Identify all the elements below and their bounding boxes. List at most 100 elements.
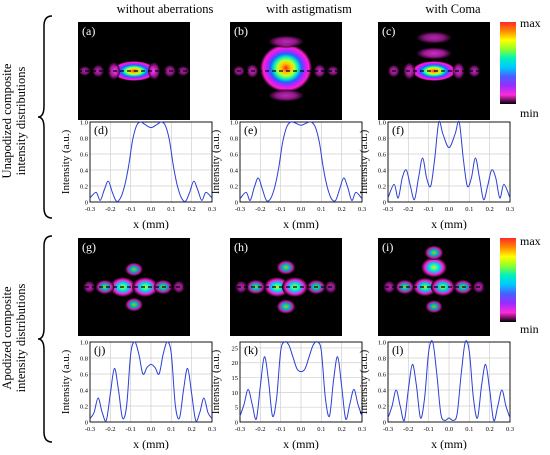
intensity-lobe bbox=[383, 280, 396, 294]
top-row-brace bbox=[37, 15, 53, 219]
x-tick-label: 0.3 bbox=[208, 426, 216, 433]
y-tick-label: 0.2 bbox=[230, 184, 238, 191]
x-tick-label: -0.2 bbox=[403, 206, 413, 213]
y-axis-label: Intensity (a.u.) bbox=[60, 349, 72, 414]
intensity-lobe bbox=[268, 35, 304, 48]
colorbar-top-min-label: min bbox=[520, 106, 539, 120]
x-tick-label: 0.3 bbox=[506, 206, 514, 213]
plot-frame bbox=[387, 341, 511, 423]
intensity-curve bbox=[239, 121, 363, 202]
y-tick-label: 0.2 bbox=[80, 184, 88, 191]
y-tick-label: 0.4 bbox=[378, 388, 387, 395]
y-tick-label: 0.8 bbox=[378, 356, 386, 363]
intensity-lobe bbox=[395, 279, 415, 295]
intensity-panel-i: (i) bbox=[378, 238, 490, 336]
y-tick-label: 0.6 bbox=[80, 372, 89, 379]
panel-tag: (j) bbox=[94, 343, 105, 357]
colorbar-top-max-label: max bbox=[520, 16, 541, 30]
intensity-lobe bbox=[78, 66, 91, 76]
intensity-panel-c: (c) bbox=[378, 22, 490, 120]
row-label-unapodized-line2: intensity distributions bbox=[14, 66, 28, 176]
intensity-lobe bbox=[416, 31, 452, 44]
y-tick-label: 10 bbox=[232, 390, 239, 397]
y-axis-label: Intensity (a.u.) bbox=[358, 349, 370, 414]
y-tick-label: 1.0 bbox=[230, 120, 238, 127]
intensity-panel-g: (g) bbox=[78, 238, 190, 336]
panel-tag: (i) bbox=[382, 240, 393, 254]
intensity-lobe bbox=[148, 61, 161, 81]
plot-frame bbox=[239, 121, 363, 203]
x-tick-label: -0.2 bbox=[105, 426, 115, 433]
x-tick-label: 0.1 bbox=[317, 206, 325, 213]
y-tick-label: 20 bbox=[232, 360, 239, 367]
plot-frame bbox=[387, 121, 511, 203]
y-tick-label: 0.4 bbox=[80, 388, 89, 395]
y-tick-label: 1.0 bbox=[378, 120, 386, 127]
x-tick-label: 0.1 bbox=[465, 206, 473, 213]
y-tick-label: 25 bbox=[232, 345, 239, 352]
panel-tag: (h) bbox=[234, 240, 248, 254]
y-tick-label: 1.0 bbox=[80, 340, 88, 347]
colorbar-bottom bbox=[500, 238, 516, 322]
panel-tag: (d) bbox=[94, 123, 108, 137]
y-tick-label: 5 bbox=[235, 405, 238, 412]
x-axis-label: x (mm) bbox=[133, 437, 169, 450]
intensity-lobe bbox=[424, 245, 444, 260]
x-tick-label: -0.1 bbox=[126, 426, 136, 433]
x-tick-label: 0.1 bbox=[317, 426, 325, 433]
intensity-lobe bbox=[268, 89, 304, 102]
intensity-lobe bbox=[313, 64, 326, 78]
line-plot-k: -0.3 -0.2 -0.1 0.0 0.1 0.2 0.3 0 5 10 15 20 25 x (mm)… bbox=[210, 341, 366, 450]
bottom-row-brace bbox=[37, 235, 53, 443]
x-tick-label: 0.3 bbox=[506, 426, 514, 433]
intensity-lobe bbox=[425, 300, 443, 314]
intensity-lobe bbox=[92, 64, 105, 78]
y-axis-label: Intensity (a.u.) bbox=[60, 129, 72, 194]
x-tick-label: -0.1 bbox=[424, 206, 434, 213]
x-tick-label: -0.3 bbox=[383, 206, 393, 213]
row-label-apodized-line1: Apodized composite bbox=[0, 286, 14, 390]
intensity-curve bbox=[239, 341, 363, 420]
intensity-lobe bbox=[327, 65, 340, 77]
x-tick-label: 0.3 bbox=[358, 426, 366, 433]
y-tick-label: 0 bbox=[85, 200, 88, 207]
x-tick-label: -0.1 bbox=[424, 426, 434, 433]
row-label-unapodized-line1: Unapodized composite bbox=[0, 63, 14, 179]
y-axis-label: Intensity (a.u.) bbox=[210, 349, 222, 414]
intensity-lobe bbox=[125, 297, 143, 312]
y-tick-label: 0 bbox=[383, 420, 386, 427]
line-plot-e: -0.3 -0.2 -0.1 0.0 0.1 0.2 0.3 0 0.2 0.4 0.6 0.8 1.0… bbox=[210, 120, 366, 231]
y-tick-label: 0.4 bbox=[230, 168, 239, 175]
y-tick-label: 0.4 bbox=[80, 168, 89, 175]
y-tick-label: 0.6 bbox=[378, 372, 387, 379]
y-axis-label: Intensity (a.u.) bbox=[358, 129, 370, 194]
intensity-lobe bbox=[468, 64, 481, 78]
y-tick-label: 0 bbox=[235, 420, 238, 427]
row-label-unapodized: Unapodized composite intensity distribut… bbox=[0, 26, 28, 216]
row-label-apodized: Apodized composite intensity distributio… bbox=[0, 243, 28, 433]
x-tick-label: 0.2 bbox=[188, 426, 196, 433]
line-plot-d: -0.3 -0.2 -0.1 0.0 0.1 0.2 0.3 0 0.2 0.4 0.6 0.8 1.0… bbox=[60, 120, 216, 231]
intensity-lobe bbox=[421, 257, 447, 278]
x-tick-label: -0.3 bbox=[235, 206, 245, 213]
colorbar-top bbox=[500, 22, 516, 104]
colorbar-bottom-max-label: max bbox=[520, 234, 541, 248]
x-tick-label: 0.1 bbox=[465, 426, 473, 433]
x-tick-label: 0.3 bbox=[208, 206, 216, 213]
intensity-lobe bbox=[95, 279, 115, 295]
x-tick-label: 0.2 bbox=[338, 426, 346, 433]
y-tick-label: 15 bbox=[232, 375, 239, 382]
x-tick-label: 0.1 bbox=[167, 206, 175, 213]
y-tick-label: 1.0 bbox=[80, 120, 88, 127]
panel-tag: (f) bbox=[392, 123, 404, 137]
y-tick-label: 0.6 bbox=[80, 152, 89, 159]
panel-tag: (a) bbox=[82, 24, 95, 38]
intensity-lobe bbox=[246, 279, 266, 295]
intensity-curve bbox=[387, 120, 511, 201]
y-tick-label: 0.8 bbox=[230, 136, 238, 143]
plot-frame bbox=[89, 341, 213, 423]
x-tick-label: 0.2 bbox=[486, 426, 494, 433]
line-plot-j: -0.3 -0.2 -0.1 0.0 0.1 0.2 0.3 0 0.2 0.4 0.6 0.8 1.0… bbox=[60, 340, 216, 451]
x-tick-label: 0.0 bbox=[297, 426, 305, 433]
x-tick-label: -0.3 bbox=[85, 426, 95, 433]
